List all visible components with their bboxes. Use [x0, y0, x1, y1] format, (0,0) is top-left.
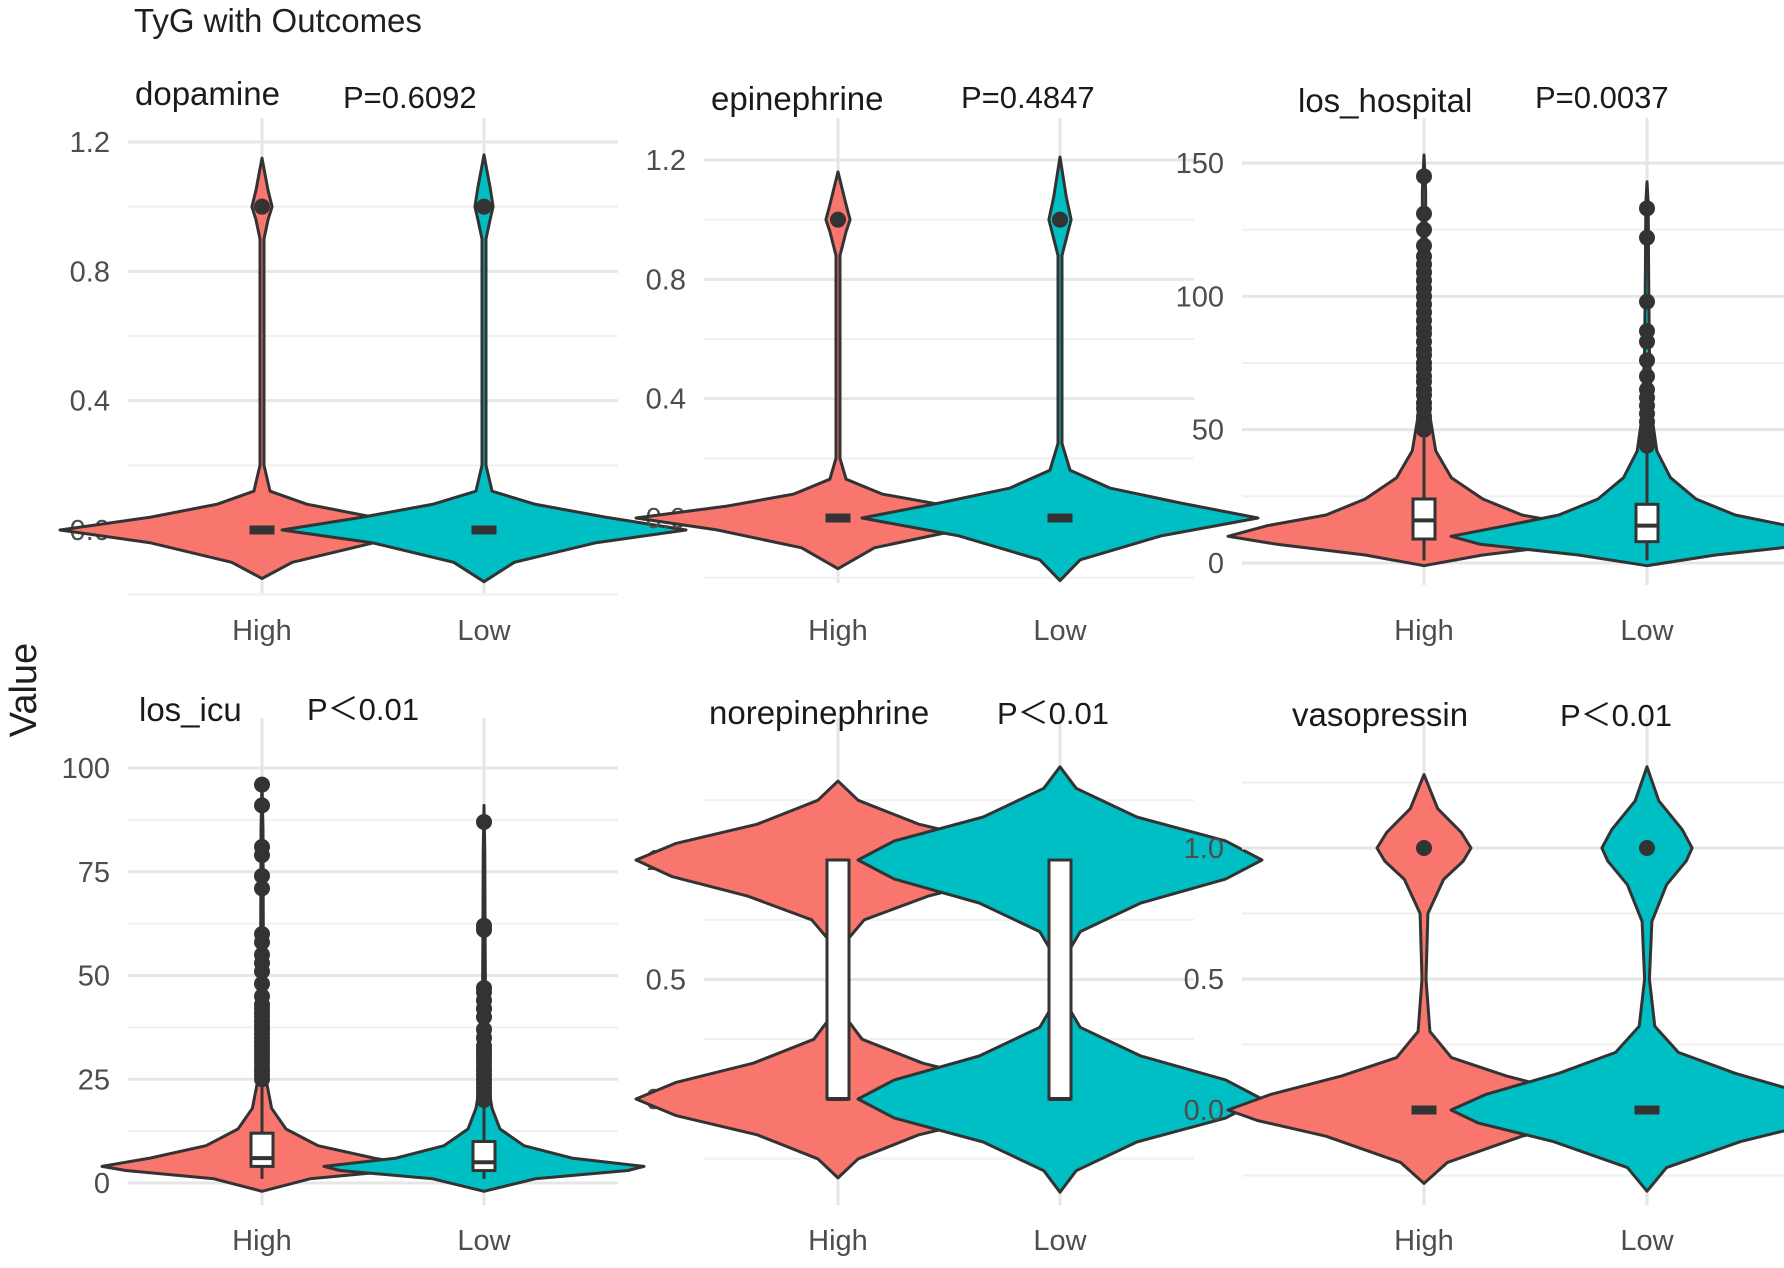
- outlier-point: [254, 988, 270, 1005]
- outlier-point: [1052, 211, 1068, 228]
- y-tick-label: 0: [94, 1168, 110, 1200]
- p-value-label: P＜0.01: [307, 692, 419, 727]
- outlier-point: [254, 797, 270, 814]
- violin-low: [1449, 180, 1784, 568]
- p-value-label: P=0.0037: [1535, 80, 1669, 115]
- x-tick-label-low: Low: [457, 615, 511, 647]
- figure-title: TyG with Outcomes: [134, 2, 422, 39]
- x-tick-label-low: Low: [457, 1225, 511, 1257]
- box-low: [471, 1140, 497, 1173]
- y-tick-label: 25: [78, 1064, 110, 1096]
- y-tick-label: 75: [78, 857, 110, 889]
- outlier-point: [254, 975, 270, 992]
- outlier-point: [1639, 840, 1655, 856]
- outlier-point: [830, 211, 846, 228]
- outlier-point: [1639, 352, 1655, 369]
- outlier-point: [476, 198, 492, 215]
- p-value-label: P=0.6092: [343, 80, 477, 115]
- outlier-point: [1416, 840, 1432, 856]
- outlier-point: [1416, 237, 1432, 254]
- outlier-point: [254, 946, 270, 963]
- outlier-point: [1639, 368, 1655, 385]
- y-tick-label: 0.4: [646, 384, 686, 416]
- x-tick-label-high: High: [232, 615, 292, 647]
- outlier-point: [476, 917, 492, 934]
- x-tick-label-low: Low: [1620, 1225, 1674, 1257]
- outlier-point: [476, 979, 492, 996]
- y-tick-label: 0.5: [646, 965, 686, 997]
- panel-norepinephrine: 0.0 0.5 1.0 High Low norepinephrine P＜0.01: [634, 694, 1264, 1257]
- panel-title: dopamine: [135, 75, 280, 112]
- y-tick-label: 0.4: [70, 386, 110, 418]
- y-tick-label: 0.8: [70, 256, 110, 288]
- x-tick-label-low: Low: [1033, 1225, 1087, 1257]
- outlier-point: [1639, 381, 1655, 398]
- box-low: [1634, 502, 1660, 544]
- x-tick-label-high: High: [232, 1225, 292, 1257]
- y-tick-label: 0.0: [1184, 1095, 1224, 1127]
- outlier-point: [254, 867, 270, 884]
- panels: 0.0 0.4 0.8 1.2 High Low dopamine P=0.6092 0.0 0.…: [58, 75, 1784, 1257]
- outlier-point: [254, 880, 270, 897]
- x-tick-label-high: High: [1394, 1225, 1454, 1257]
- y-tick-label: 100: [1176, 281, 1224, 313]
- p-value-label: P＜0.01: [1560, 698, 1672, 733]
- y-axis-label: Value: [3, 643, 45, 737]
- p-value-label: P＜0.01: [997, 696, 1109, 731]
- y-tick-label: 1.0: [1184, 833, 1224, 865]
- box-high: [249, 1131, 275, 1168]
- outlier-point: [476, 813, 492, 830]
- y-tick-label: 0.8: [646, 264, 686, 296]
- y-tick-label: 0.5: [1184, 964, 1224, 996]
- panel-los_hospital: 0 50 100 150 High Low los_hospital P=0.0037: [1176, 80, 1784, 647]
- outlier-point: [1416, 168, 1432, 185]
- outlier-point: [254, 776, 270, 793]
- outlier-point: [1416, 205, 1432, 222]
- panel-title: epinephrine: [711, 80, 883, 117]
- outlier-point: [254, 198, 270, 215]
- outlier-point: [254, 838, 270, 855]
- violin-low: [860, 155, 1260, 583]
- y-tick-label: 100: [62, 753, 110, 785]
- y-tick-label: 50: [78, 961, 110, 993]
- y-tick-label: 50: [1192, 415, 1224, 447]
- x-tick-label-low: Low: [1620, 615, 1674, 647]
- p-value-label: P=0.4847: [961, 80, 1095, 115]
- panel-title: los_hospital: [1298, 82, 1472, 119]
- outlier-point: [476, 1021, 492, 1038]
- panel-title: norepinephrine: [709, 694, 929, 731]
- outlier-point: [1639, 229, 1655, 246]
- panel-los_icu: 0 25 50 75 100 High Low los_icu P＜0.01: [62, 691, 646, 1257]
- x-tick-label-high: High: [808, 615, 868, 647]
- panel-title: vasopressin: [1292, 696, 1468, 733]
- box-low: [1047, 858, 1073, 1101]
- y-tick-label: 1.2: [70, 127, 110, 159]
- panel-title: los_icu: [139, 691, 242, 728]
- panel-vasopressin: 0.0 0.5 1.0 High Low vasopressin P＜0.01: [1184, 696, 1784, 1257]
- violin-low: [280, 153, 688, 584]
- x-tick-label-low: Low: [1033, 615, 1087, 647]
- outlier-point: [1416, 221, 1432, 238]
- x-tick-label-high: High: [1394, 615, 1454, 647]
- outlier-point: [1639, 323, 1655, 339]
- y-tick-label: 150: [1176, 148, 1224, 180]
- box-high: [825, 858, 851, 1101]
- outlier-point: [254, 926, 270, 942]
- y-tick-label: 1.2: [646, 145, 686, 177]
- x-tick-label-high: High: [808, 1225, 868, 1257]
- outlier-point: [1639, 200, 1655, 217]
- y-tick-label: 0: [1208, 548, 1224, 580]
- outlier-point: [1639, 293, 1655, 310]
